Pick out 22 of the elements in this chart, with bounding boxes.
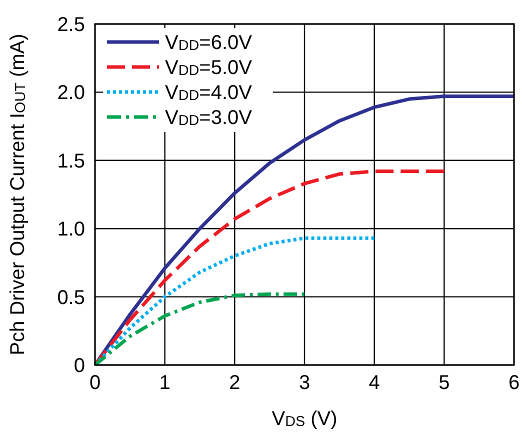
x-tick-label: 5 — [438, 372, 450, 394]
x-axis-title: VDS (V) — [272, 408, 338, 430]
x-tick-label: 4 — [368, 372, 380, 394]
x-tick-label: 2 — [229, 372, 240, 394]
legend-label: VDD=3.0V — [165, 107, 253, 130]
line-series — [93, 292, 306, 367]
y-tick-label: 0 — [74, 355, 85, 377]
legend-label: VDD=6.0V — [165, 32, 253, 54]
line-series — [93, 170, 446, 367]
x-tick-label: 3 — [298, 372, 310, 394]
y-tick-label: 1.0 — [57, 218, 85, 241]
y-tick-label: 0.5 — [57, 286, 85, 309]
y-tick-label: 2.5 — [57, 14, 85, 36]
x-tick-label: 6 — [508, 372, 520, 394]
line-series — [93, 236, 376, 367]
y-axis-title: Pch Driver Output Current IOUT (mA) — [7, 34, 30, 356]
y-tick-label: 1.5 — [57, 150, 85, 172]
legend-label: VDD=5.0V — [165, 57, 253, 80]
y-tick-label: 2.0 — [57, 82, 85, 104]
legend-label: VDD=4.0V — [165, 82, 253, 104]
x-tick-label: 0 — [89, 372, 101, 394]
x-tick-label: 1 — [159, 372, 170, 394]
